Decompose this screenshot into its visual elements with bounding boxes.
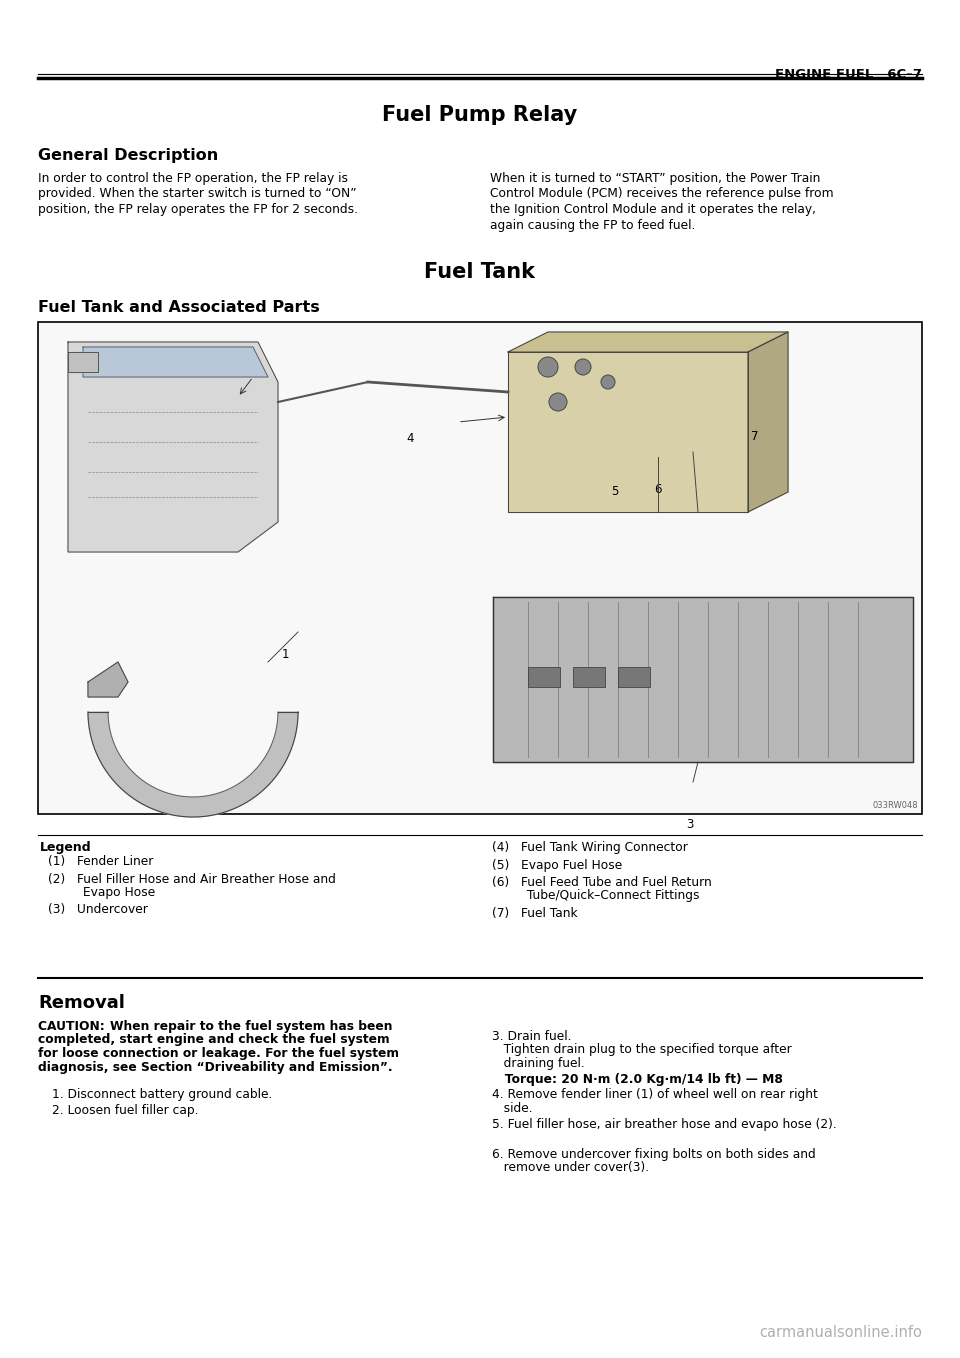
Text: side.: side. (492, 1101, 533, 1115)
Text: 5. Fuel filler hose, air breather hose and evapo hose (2).: 5. Fuel filler hose, air breather hose a… (492, 1118, 837, 1131)
Text: (2)   Fuel Filler Hose and Air Breather Hose and: (2) Fuel Filler Hose and Air Breather Ho… (48, 872, 336, 885)
Bar (528, 667, 560, 687)
Text: Evapo Hose: Evapo Hose (48, 885, 156, 899)
Text: 033RW048: 033RW048 (873, 801, 918, 809)
Text: position, the FP relay operates the FP for 2 seconds.: position, the FP relay operates the FP f… (38, 202, 358, 216)
Polygon shape (748, 331, 788, 512)
Circle shape (538, 357, 558, 378)
Circle shape (575, 359, 591, 375)
Text: Control Module (PCM) receives the reference pulse from: Control Module (PCM) receives the refere… (490, 187, 833, 201)
Text: 7: 7 (752, 430, 758, 443)
Text: diagnosis, see Section “Driveability and Emission”.: diagnosis, see Section “Driveability and… (38, 1061, 393, 1074)
Text: (4)   Fuel Tank Wiring Connector: (4) Fuel Tank Wiring Connector (492, 841, 688, 854)
Text: (3)   Undercover: (3) Undercover (48, 903, 148, 917)
Polygon shape (68, 342, 278, 551)
Text: Legend: Legend (40, 841, 91, 854)
Text: the Ignition Control Module and it operates the relay,: the Ignition Control Module and it opera… (490, 202, 816, 216)
Text: 4: 4 (406, 432, 414, 445)
Text: Tighten drain plug to the specified torque after: Tighten drain plug to the specified torq… (492, 1043, 792, 1057)
Text: Fuel Pump Relay: Fuel Pump Relay (382, 105, 578, 125)
Polygon shape (88, 712, 298, 818)
Polygon shape (493, 598, 913, 762)
Text: 3: 3 (686, 818, 694, 831)
Text: 5: 5 (612, 485, 618, 498)
Text: 2: 2 (227, 354, 233, 368)
Bar (618, 667, 650, 687)
Text: 6: 6 (655, 483, 661, 496)
Bar (573, 667, 605, 687)
Text: Tube/Quick–Connect Fittings: Tube/Quick–Connect Fittings (492, 889, 700, 903)
Text: (6)   Fuel Feed Tube and Fuel Return: (6) Fuel Feed Tube and Fuel Return (492, 876, 711, 889)
Polygon shape (68, 352, 98, 372)
Polygon shape (508, 331, 788, 352)
Circle shape (549, 392, 567, 411)
Polygon shape (88, 661, 128, 697)
Text: When it is turned to “START” position, the Power Train: When it is turned to “START” position, t… (490, 172, 821, 185)
Text: CAUTION:: CAUTION: (38, 1020, 117, 1033)
Text: 1: 1 (281, 648, 289, 661)
Polygon shape (83, 348, 268, 378)
Polygon shape (508, 352, 748, 512)
Text: (5)   Evapo Fuel Hose: (5) Evapo Fuel Hose (492, 858, 622, 872)
Text: When repair to the fuel system has been: When repair to the fuel system has been (110, 1020, 393, 1033)
Text: carmanualsonline.info: carmanualsonline.info (759, 1325, 922, 1340)
Text: Torque: 20 N·m (2.0 Kg·m/14 lb ft) — M8: Torque: 20 N·m (2.0 Kg·m/14 lb ft) — M8 (492, 1074, 782, 1086)
Text: remove under cover(3).: remove under cover(3). (492, 1161, 649, 1175)
Text: Removal: Removal (38, 994, 125, 1012)
Text: (1)   Fender Liner: (1) Fender Liner (48, 856, 154, 868)
Text: (7)   Fuel Tank: (7) Fuel Tank (492, 907, 578, 919)
Text: 1. Disconnect battery ground cable.: 1. Disconnect battery ground cable. (52, 1088, 273, 1101)
Text: Fuel Tank and Associated Parts: Fuel Tank and Associated Parts (38, 300, 320, 315)
Text: Fuel Tank: Fuel Tank (424, 262, 536, 282)
Text: 4. Remove fender liner (1) of wheel well on rear right: 4. Remove fender liner (1) of wheel well… (492, 1088, 818, 1101)
Text: draining fuel.: draining fuel. (492, 1057, 585, 1070)
Text: again causing the FP to feed fuel.: again causing the FP to feed fuel. (490, 219, 695, 231)
Text: provided. When the starter switch is turned to “ON”: provided. When the starter switch is tur… (38, 187, 356, 201)
Text: ENGINE FUEL   6C–7: ENGINE FUEL 6C–7 (775, 68, 922, 81)
Bar (38, 322, 922, 813)
Circle shape (601, 375, 615, 388)
Text: for loose connection or leakage. For the fuel system: for loose connection or leakage. For the… (38, 1047, 399, 1061)
Text: 6. Remove undercover fixing bolts on both sides and: 6. Remove undercover fixing bolts on bot… (492, 1148, 816, 1161)
Text: In order to control the FP operation, the FP relay is: In order to control the FP operation, th… (38, 172, 348, 185)
Text: 3. Drain fuel.: 3. Drain fuel. (492, 1029, 571, 1043)
Text: 2. Loosen fuel filler cap.: 2. Loosen fuel filler cap. (52, 1104, 199, 1118)
Text: General Description: General Description (38, 148, 218, 163)
Text: completed, start engine and check the fuel system: completed, start engine and check the fu… (38, 1033, 390, 1047)
